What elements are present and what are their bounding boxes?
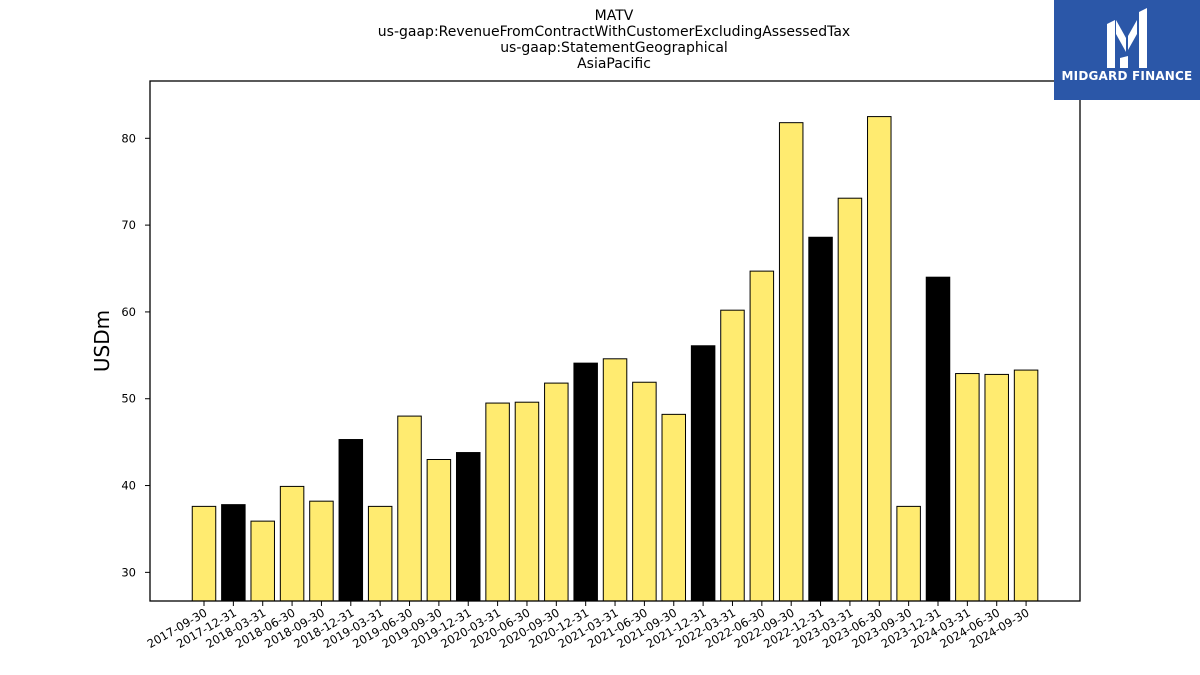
y-tick-label: 40 (121, 479, 136, 493)
y-axis-label: USDm (90, 310, 114, 372)
bar-2022-12-31 (808, 236, 833, 602)
bar-2023-03-31 (837, 197, 863, 602)
chart-title-line: AsiaPacific (577, 56, 651, 72)
bar-2024-09-30 (1013, 369, 1039, 602)
bar-2017-09-30 (191, 505, 217, 602)
y-axis: 30 40 50 60 70 80 (121, 131, 150, 579)
y-tick-label: 80 (121, 131, 136, 145)
logo-text: MIDGARD FINANCE (1061, 69, 1193, 83)
chart-title-line: us-gaap:RevenueFromContractWithCustomerE… (378, 24, 850, 40)
bar-2023-06-30 (867, 116, 892, 602)
chart-title-line: MATV (595, 8, 634, 24)
bar-2018-06-30 (279, 485, 305, 602)
bar-2021-03-31 (602, 358, 628, 602)
bar-2022-09-30 (778, 122, 804, 602)
midgard-m-logo-icon (1107, 8, 1147, 68)
bar-2020-06-30 (514, 401, 540, 602)
midgard-finance-logo: MIDGARD FINANCE (1054, 0, 1200, 100)
bars (191, 116, 1039, 602)
bar-2022-03-31 (720, 309, 745, 602)
x-axis: 2017-09-302017-12-312018-03-312018-06-30… (145, 601, 1032, 651)
bar-2020-09-30 (544, 382, 569, 602)
chart-title: MATVus-gaap:RevenueFromContractWithCusto… (378, 8, 850, 72)
bar-2020-03-31 (485, 402, 510, 602)
bar-2019-06-30 (397, 415, 422, 602)
bar-2022-06-30 (749, 270, 775, 602)
bar-2021-12-31 (690, 345, 716, 602)
bar-2018-09-30 (309, 500, 334, 602)
bar-2017-12-31 (221, 504, 246, 602)
bar-2018-12-31 (338, 439, 364, 602)
y-tick-label: 70 (121, 218, 136, 232)
bar-2021-09-30 (661, 413, 687, 602)
y-tick-label: 60 (121, 305, 136, 319)
chart-title-line: us-gaap:StatementGeographical (500, 40, 728, 56)
bar-2019-09-30 (426, 459, 452, 602)
bar-2020-12-31 (573, 362, 598, 602)
bar-2024-03-31 (955, 373, 980, 602)
bar-2019-12-31 (455, 452, 481, 602)
bar-2023-12-31 (925, 276, 951, 602)
bar-2024-06-30 (984, 373, 1009, 602)
bar-2023-09-30 (896, 505, 921, 602)
bar-2018-03-31 (250, 520, 275, 602)
bar-2021-06-30 (632, 381, 657, 602)
y-tick-label: 30 (121, 565, 136, 579)
bar-2019-03-31 (367, 505, 393, 602)
y-tick-label: 50 (121, 392, 136, 406)
